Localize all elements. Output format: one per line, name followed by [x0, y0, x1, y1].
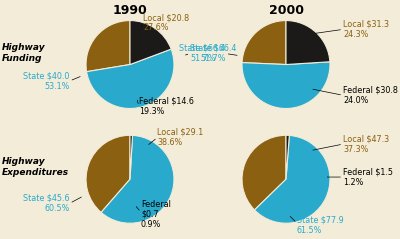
Text: Local $29.1
38.6%: Local $29.1 38.6% — [158, 128, 204, 147]
Wedge shape — [130, 21, 171, 65]
Wedge shape — [87, 49, 174, 109]
Text: Local $31.3
24.3%: Local $31.3 24.3% — [343, 20, 389, 39]
Wedge shape — [130, 135, 132, 179]
Wedge shape — [101, 135, 174, 223]
Wedge shape — [286, 21, 330, 65]
Text: Highway
Expenditures: Highway Expenditures — [2, 157, 69, 177]
Wedge shape — [242, 62, 330, 109]
Wedge shape — [254, 136, 330, 223]
Text: Local $47.3
37.3%: Local $47.3 37.3% — [343, 134, 389, 154]
Text: Federal $14.6
19.3%: Federal $14.6 19.3% — [139, 97, 194, 116]
Text: Federal $30.8
24.0%: Federal $30.8 24.0% — [343, 86, 398, 105]
Text: State $40.0
53.1%: State $40.0 53.1% — [23, 71, 70, 91]
Text: 1990: 1990 — [113, 4, 147, 16]
Text: State $66.4
51.7%: State $66.4 51.7% — [179, 44, 226, 63]
Wedge shape — [86, 21, 130, 72]
Text: Local $20.8
27.6%: Local $20.8 27.6% — [143, 13, 189, 33]
Wedge shape — [242, 135, 286, 210]
Wedge shape — [242, 21, 286, 65]
Text: Highway
Funding: Highway Funding — [2, 43, 46, 63]
Text: Federal $1.5
1.2%: Federal $1.5 1.2% — [343, 167, 393, 187]
Wedge shape — [86, 135, 130, 212]
Text: State $66.4
51.7%: State $66.4 51.7% — [190, 44, 237, 63]
Text: 2000: 2000 — [268, 4, 304, 16]
Text: Federal
$0.7
0.9%: Federal $0.7 0.9% — [141, 200, 171, 229]
Wedge shape — [286, 135, 289, 179]
Text: State $45.6
60.5%: State $45.6 60.5% — [23, 194, 70, 213]
Text: State $77.9
61.5%: State $77.9 61.5% — [297, 216, 344, 235]
